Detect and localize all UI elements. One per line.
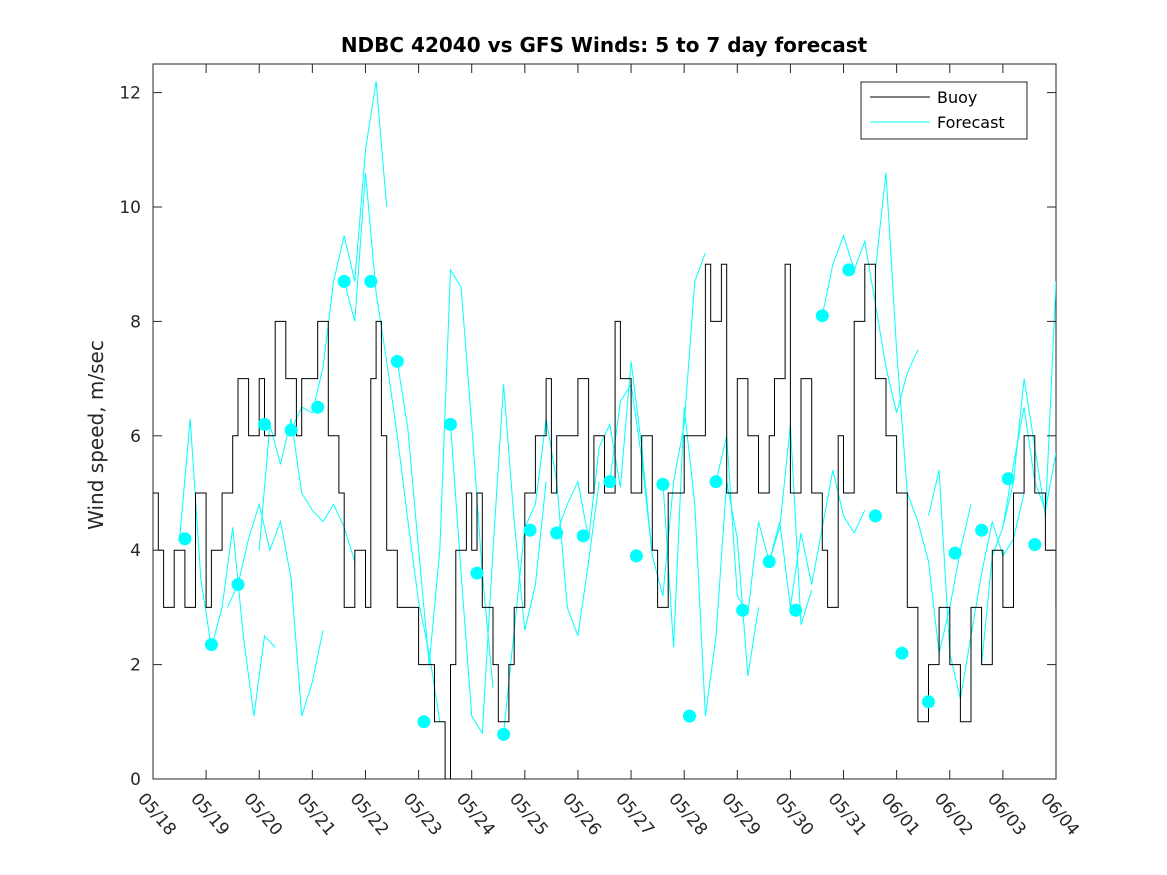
- forecast-marker: [868, 509, 882, 523]
- y-tick-label: 8: [130, 312, 141, 332]
- legend: Buoy Forecast: [860, 81, 1028, 140]
- forecast-series-18: [1002, 281, 1056, 528]
- chart-title: NDBC 42040 vs GFS Winds: 5 to 7 day fore…: [341, 33, 868, 57]
- forecast-marker: [842, 263, 856, 277]
- forecast-series-14: [821, 234, 919, 414]
- forecast-series-7: [450, 384, 547, 735]
- forecast-marker: [683, 709, 696, 723]
- forecast-marker: [204, 638, 218, 652]
- forecast-marker: [523, 523, 537, 537]
- forecast-series-2: [226, 502, 324, 717]
- forecast-marker: [629, 549, 643, 563]
- forecast-marker: [1001, 472, 1015, 486]
- forecast-marker: [709, 475, 723, 489]
- data-layer: [153, 81, 1056, 779]
- y-tick-label: 10: [119, 198, 141, 218]
- forecast-series-5: [343, 172, 441, 722]
- y-tick-label: 2: [130, 656, 141, 676]
- forecast-series-15: [874, 172, 972, 654]
- forecast-marker: [789, 603, 803, 617]
- forecast-marker: [470, 566, 484, 580]
- forecast-marker: [736, 603, 750, 617]
- forecast-marker: [444, 417, 457, 431]
- legend-box: [860, 81, 1028, 140]
- forecast-marker: [390, 354, 404, 368]
- y-tick-label: 0: [130, 770, 141, 790]
- forecast-series-3: [258, 418, 356, 562]
- forecast-marker: [815, 309, 829, 323]
- forecast-marker: [603, 475, 617, 489]
- forecast-marker: [231, 578, 245, 591]
- y-tick-label: 4: [130, 541, 141, 561]
- forecast-marker: [922, 695, 935, 709]
- forecast-marker: [497, 727, 511, 741]
- forecast-marker: [417, 715, 431, 729]
- forecast-marker: [656, 477, 670, 491]
- forecast-marker: [576, 529, 590, 543]
- forecast-marker: [1028, 538, 1042, 551]
- forecast-series-12: [715, 424, 813, 625]
- forecast-marker: [284, 423, 298, 437]
- forecast-marker: [762, 555, 776, 569]
- forecast-marker: [311, 400, 325, 414]
- y-tick-label: 6: [130, 427, 141, 447]
- forecast-series-16: [928, 469, 1025, 700]
- forecast-marker: [895, 646, 909, 660]
- forecast-marker: [975, 523, 989, 537]
- y-tick-label: 12: [119, 84, 141, 104]
- forecast-marker: [948, 546, 962, 560]
- forecast-series-4: [290, 81, 388, 431]
- axes-box: [152, 63, 1057, 780]
- forecast-marker: [258, 417, 271, 431]
- legend-forecast-label: Forecast: [937, 113, 1005, 132]
- y-axis-label: Wind speed, m/sec: [84, 340, 108, 530]
- forecast-marker: [178, 532, 192, 546]
- forecast-marker: [550, 526, 564, 540]
- buoy-series-line: [153, 263, 1056, 779]
- forecast-marker: [364, 274, 378, 288]
- forecast-marker: [337, 274, 351, 288]
- legend-buoy-label: Buoy: [937, 88, 977, 107]
- forecast-series-13: [768, 469, 866, 608]
